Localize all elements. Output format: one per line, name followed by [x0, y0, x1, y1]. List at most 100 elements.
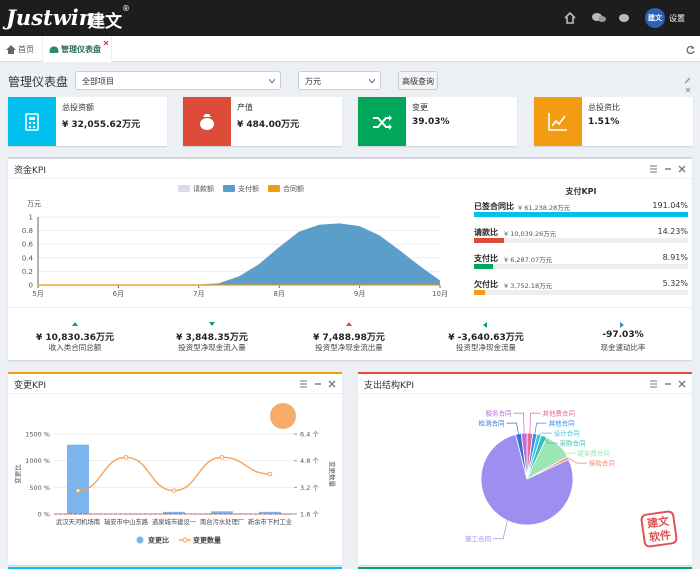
- leader-line: [534, 422, 547, 434]
- button-text[interactable]: 高级查询: [402, 77, 434, 86]
- legend-label: 合同额: [283, 184, 304, 193]
- payment-amount: ¥ 61,238.28万元: [518, 204, 571, 212]
- slice-label: 建安费合同: [577, 448, 610, 457]
- stat-label: 投资型净现金流入量: [178, 343, 246, 352]
- page-title: 管理仪表盘: [8, 75, 69, 89]
- panel-tools[interactable]: [648, 379, 688, 389]
- kpi-label: 产值: [237, 103, 253, 112]
- avatar[interactable]: 建文: [645, 8, 665, 28]
- funds-panel: 资金KPI 0 0.2 0.4 0.6 0.8 1 万元 5月 6月 7月 8月 9月 10月 请款额 支付…: [8, 157, 692, 360]
- pie-slice: [520, 432, 528, 480]
- leader-line: [543, 436, 558, 444]
- y-tick-label: 1000 %: [25, 457, 50, 465]
- close-tab[interactable]: [103, 40, 109, 46]
- unit-select[interactable]: 万元: [298, 71, 381, 90]
- stat-value: ¥ 7,488.98万元: [313, 333, 385, 343]
- home-icon[interactable]: [564, 11, 576, 24]
- gauge-icon: [49, 46, 59, 53]
- change-panel: 变更KPI 0 % 500 % 1000 % 1500 % 1.6 个 3.2 个 4.8 …: [8, 372, 342, 565]
- legend-swatch: [178, 185, 190, 192]
- bar: [67, 444, 89, 514]
- comment-icon[interactable]: [619, 14, 629, 22]
- x-tick-label: 9月: [354, 290, 365, 298]
- active-tab[interactable]: 管理仪表盘: [42, 36, 112, 62]
- line-point: [171, 488, 177, 493]
- stat-value: ¥ -3,640.63万元: [448, 333, 524, 343]
- arrow: [72, 322, 78, 326]
- stat-label: 投资型净现金流量: [456, 343, 516, 352]
- y2-tick-label: 4.8 个: [300, 457, 319, 465]
- y-tick-label: 500 %: [29, 484, 50, 492]
- y2-tick-label: 1.6 个: [300, 511, 319, 519]
- home-tab-icon: [6, 45, 16, 54]
- kpi-value: ¥ 32,055.62万元: [62, 120, 141, 130]
- logo-mark: ®: [122, 4, 130, 13]
- area-fill: [38, 223, 440, 285]
- y-tick-label: 1500 %: [25, 431, 50, 439]
- tab[interactable]: 管理仪表盘: [61, 45, 101, 54]
- toolbar-icons[interactable]: [684, 76, 692, 94]
- slice-label: 其他费合同: [543, 408, 576, 417]
- legend-label: 支付额: [238, 184, 259, 193]
- next-panel-edge: [358, 567, 692, 569]
- leader-line: [493, 520, 508, 540]
- kpi-card: 总投资额 ¥ 32,055.62万元: [8, 97, 167, 146]
- refresh-icon[interactable]: [686, 45, 695, 54]
- arrow: [483, 322, 487, 328]
- payment-amount: ¥ 3,752.18万元: [504, 282, 553, 290]
- x-tick-label: 武汉天河机场南: [56, 517, 100, 526]
- kpi-card: 产值 ¥ 484.00万元: [183, 97, 342, 146]
- line-point: [267, 471, 273, 477]
- caret: [369, 79, 375, 83]
- select-text: 全部项目: [82, 77, 114, 86]
- close-icon: [678, 380, 686, 388]
- kpi-icon: [373, 115, 392, 130]
- kpi-icon-box: [183, 97, 231, 146]
- panel-tools[interactable]: [298, 379, 338, 389]
- payment-kpi: 支付KPI 已签合同比 ¥ 61,238.28万元 191.04% 请款比 ¥ 10,0…: [470, 181, 692, 309]
- leader-line: [538, 432, 552, 435]
- leader-line: [513, 412, 525, 434]
- progress-bar: [474, 212, 688, 217]
- settings[interactable]: 设置: [669, 14, 685, 23]
- payment-label: 请款比: [474, 228, 498, 237]
- kpi-label: 总投资额: [62, 103, 94, 112]
- kpi-value: 39.03%: [412, 117, 450, 127]
- caret: [269, 79, 275, 83]
- line-point: [219, 455, 225, 460]
- divider: [8, 307, 692, 308]
- progress-track: [474, 212, 688, 217]
- logo-cn: 建文: [88, 12, 122, 32]
- bar: [163, 511, 185, 514]
- stat-arrow: [209, 322, 215, 326]
- y-axis-label: 变更比: [13, 464, 22, 484]
- progress-track: [474, 264, 688, 269]
- payment-percent: 8.91%: [662, 253, 688, 262]
- tab[interactable]: 首页: [18, 45, 34, 54]
- legend-label: 变更比: [148, 536, 169, 545]
- arrow: [209, 322, 215, 326]
- bar: [211, 511, 233, 514]
- stat-arrow: [620, 322, 624, 328]
- query-button[interactable]: 高级查询: [398, 71, 438, 90]
- progress-track: [474, 238, 688, 243]
- slice-label: 保险合同: [589, 458, 615, 467]
- kpi-icon: [25, 113, 39, 131]
- payment-title: 支付KPI: [565, 187, 597, 196]
- next-panel-edge: [8, 567, 342, 569]
- kpi-value: 1.51%: [588, 117, 620, 127]
- kpi-icon: [200, 114, 214, 130]
- header-icons[interactable]: [562, 10, 642, 26]
- top-bar: Justwin 建文 ® 建文 设置: [0, 0, 700, 36]
- stat-label: 投资型净现金流出量: [315, 343, 383, 352]
- y-tick-label: 0.4: [22, 254, 34, 262]
- legend-swatch: [136, 536, 144, 544]
- kpi-card: 变更 39.03%: [358, 97, 517, 146]
- select-text: 万元: [305, 77, 321, 86]
- project-select[interactable]: 全部项目: [75, 71, 281, 90]
- y2-axis-label: 变更数量: [328, 461, 337, 488]
- kpi-icon: [548, 113, 567, 131]
- stat-arrow: [72, 322, 78, 326]
- panel-divider: [8, 178, 692, 179]
- panel-tools[interactable]: [648, 164, 688, 174]
